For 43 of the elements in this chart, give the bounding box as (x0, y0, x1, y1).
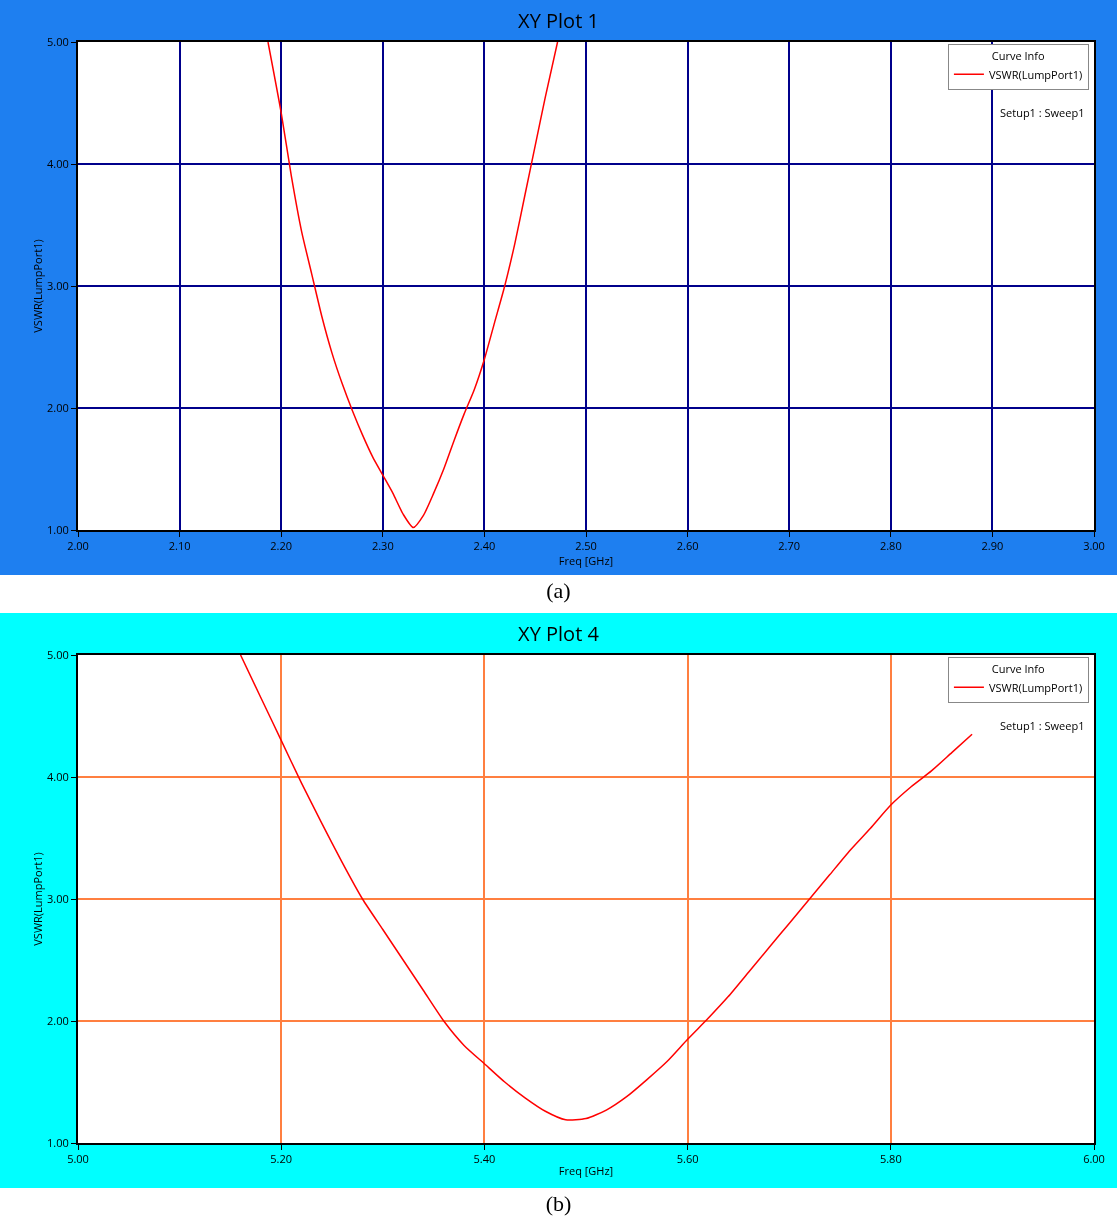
x-tick-label: 2.10 (168, 538, 191, 554)
y-tick-label: 1.00 (47, 521, 69, 537)
x-tick-label: 2.50 (575, 538, 597, 554)
chart-title: XY Plot 4 (518, 620, 600, 648)
x-tick-label: 5.20 (270, 1151, 293, 1167)
x-tick-label: 2.70 (778, 538, 801, 554)
x-axis-title: Freq [GHz] (558, 553, 614, 569)
legend-title: Curve Info (991, 660, 1046, 676)
x-tick-label: 3.00 (1083, 538, 1105, 554)
y-tick-label: 4.00 (47, 155, 69, 171)
x-tick-label: 2.60 (676, 538, 699, 554)
text: (b) (544, 1190, 573, 1218)
y-tick-label: 2.00 (47, 1012, 69, 1028)
x-tick-label: 2.90 (981, 538, 1004, 554)
y-axis-title: VSWR(LumpPort1) (30, 852, 46, 946)
y-tick-label: 5.00 (47, 33, 69, 49)
x-tick-label: 5.40 (473, 1151, 496, 1167)
annotation: Setup1 : Sweep1 (1000, 718, 1085, 733)
x-tick-label: 5.00 (67, 1151, 89, 1167)
chart-title: XY Plot 1 (518, 7, 599, 35)
x-tick-label: 5.60 (676, 1151, 699, 1167)
legend-title: Curve Info (991, 47, 1046, 63)
legend-label: VSWR(LumpPort1) (988, 679, 1083, 695)
y-axis-title: VSWR(LumpPort1) (30, 239, 46, 333)
x-tick-label: 2.20 (270, 538, 293, 554)
y-tick-label: 4.00 (47, 768, 69, 784)
annotation: Setup1 : Sweep1 (1000, 105, 1085, 120)
text: (a) (545, 577, 572, 605)
x-tick-label: 2.40 (473, 538, 496, 554)
y-tick-label: 5.00 (47, 646, 69, 662)
x-tick-label: 2.80 (879, 538, 902, 554)
y-tick-label: 3.00 (47, 277, 69, 293)
x-tick-label: 2.00 (67, 538, 89, 554)
line-series (267, 42, 559, 529)
line-series (239, 655, 973, 1121)
legend-label: VSWR(LumpPort1) (988, 66, 1083, 82)
x-tick-label: 2.30 (371, 538, 394, 554)
y-tick-label: 2.00 (47, 399, 69, 415)
x-tick-label: 5.80 (879, 1151, 902, 1167)
x-tick-label: 6.00 (1083, 1151, 1105, 1167)
y-tick-label: 3.00 (47, 890, 69, 906)
y-tick-label: 1.00 (47, 1134, 69, 1150)
x-axis-title: Freq [GHz] (558, 1162, 614, 1178)
